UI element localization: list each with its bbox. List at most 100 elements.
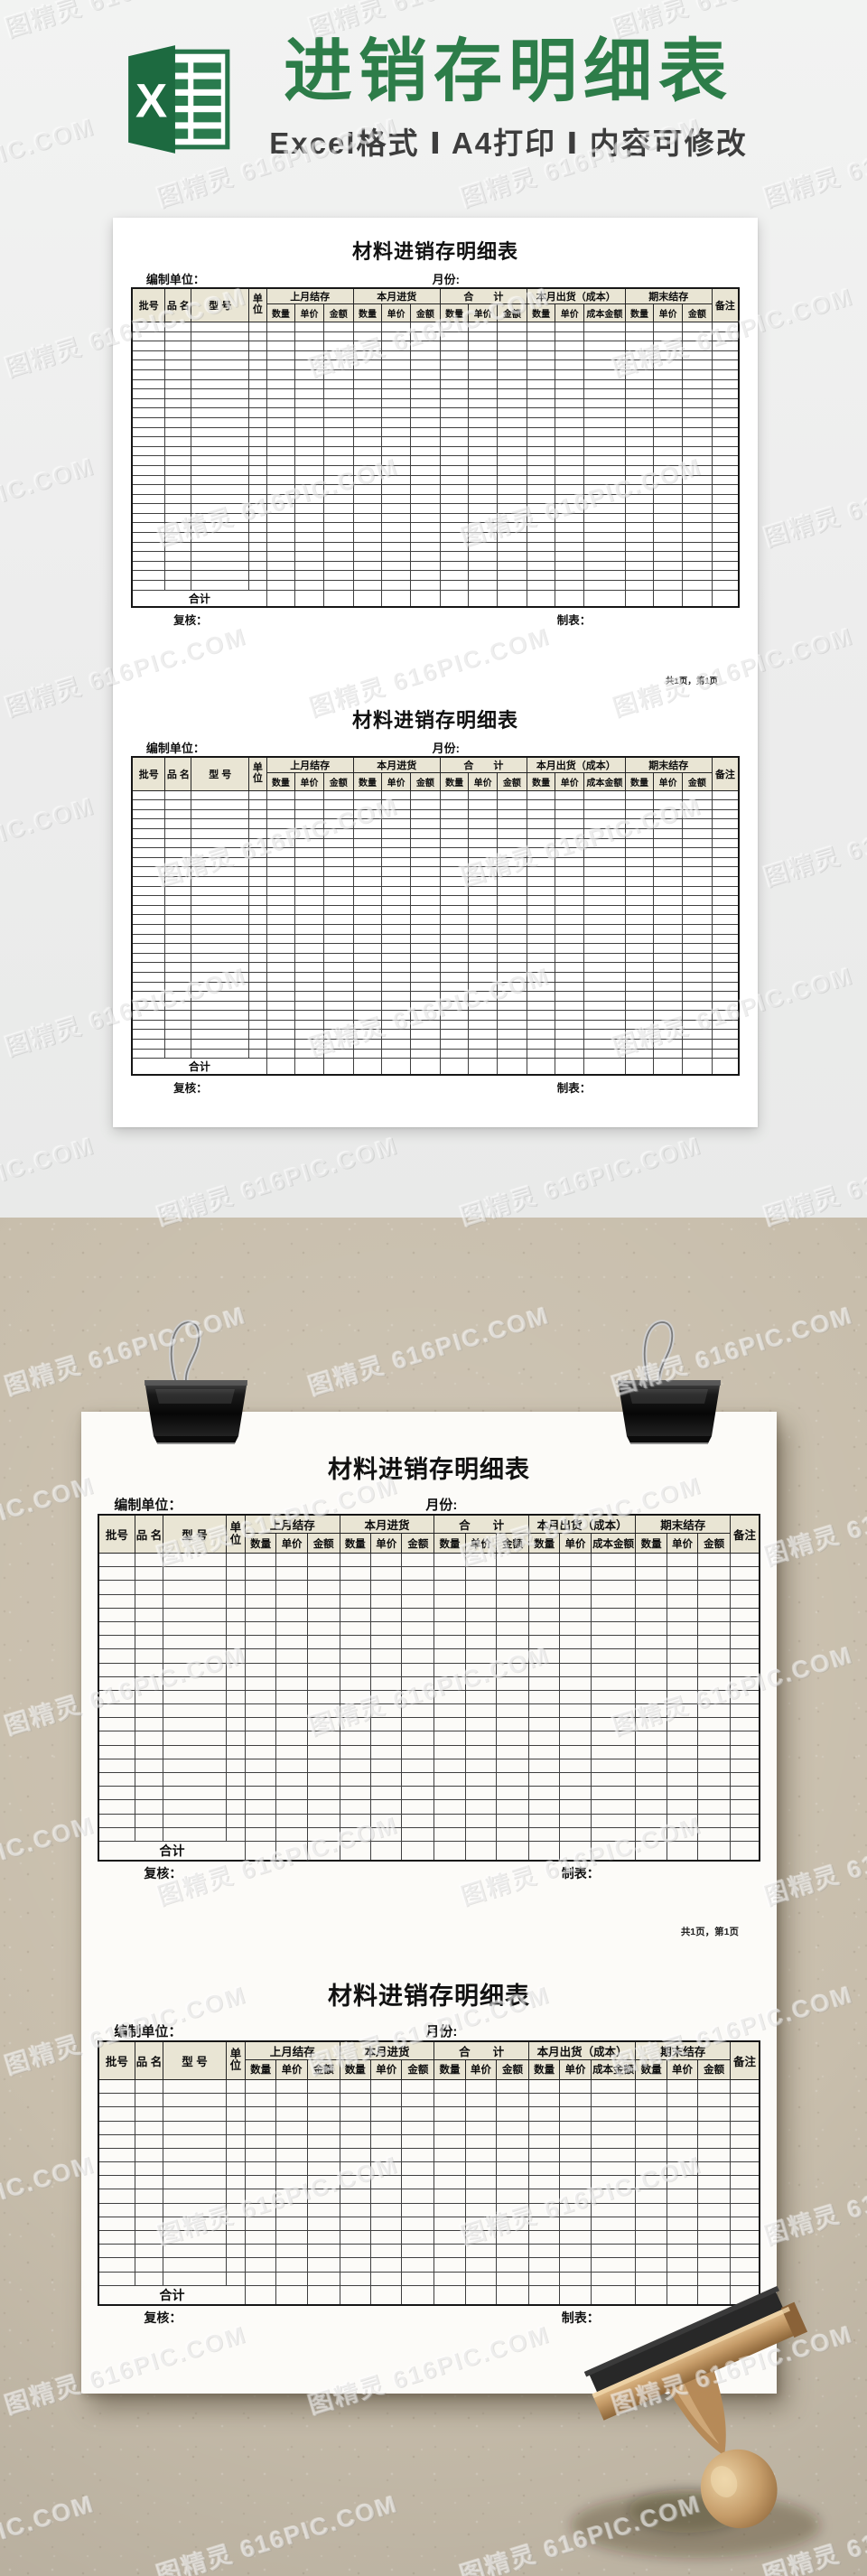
- empty-cell: [653, 885, 683, 897]
- empty-cell: [559, 2216, 592, 2232]
- table-row: [131, 570, 740, 582]
- empty-cell: [322, 474, 354, 486]
- empty-cell: [131, 464, 166, 476]
- empty-cell: [131, 981, 166, 993]
- empty-cell: [590, 1826, 637, 1842]
- empty-cell: [409, 808, 441, 820]
- month-label: 月份:: [432, 273, 460, 286]
- empty-cell: [164, 971, 192, 983]
- empty-cell: [381, 789, 411, 801]
- empty-cell: [339, 1744, 372, 1759]
- empty-cell: [294, 378, 324, 390]
- empty-cell: [266, 541, 296, 553]
- empty-cell: [191, 943, 250, 954]
- empty-cell: [370, 1744, 403, 1759]
- prepared-by-label: 编制单位：: [145, 273, 205, 286]
- empty-cell: [266, 341, 296, 351]
- empty-cell: [496, 1648, 529, 1664]
- empty-cell: [248, 1000, 267, 1012]
- empty-cell: [464, 1771, 498, 1787]
- empty-cell: [248, 1010, 267, 1021]
- empty-cell: [666, 1552, 699, 1568]
- table-row: [131, 580, 740, 591]
- empty-cell: [381, 933, 411, 945]
- empty-cell: [131, 789, 166, 801]
- empty-cell: [697, 1689, 732, 1705]
- empty-cell: [583, 388, 626, 399]
- empty-cell: [370, 1620, 403, 1637]
- empty-cell: [527, 1580, 561, 1595]
- empty-cell: [306, 1580, 340, 1595]
- empty-cell: [352, 397, 383, 409]
- empty-cell: [559, 1662, 592, 1677]
- empty-cell: [653, 407, 683, 418]
- empty-cell: [134, 1826, 164, 1842]
- empty-cell: [711, 1010, 740, 1021]
- empty-cell: [697, 2120, 732, 2135]
- empty-cell: [191, 799, 250, 810]
- empty-cell: [624, 407, 655, 418]
- empty-cell: [635, 2189, 667, 2204]
- empty-cell: [464, 1826, 498, 1842]
- empty-cell: [248, 866, 267, 877]
- empty-cell: [409, 962, 441, 973]
- empty-cell: [590, 2106, 637, 2122]
- table-row: [98, 1717, 760, 1732]
- empty-cell: [352, 1029, 383, 1041]
- subcol-amount: 金额: [681, 771, 713, 791]
- empty-cell: [635, 1566, 667, 1582]
- empty-cell: [468, 474, 498, 486]
- empty-cell: [730, 2147, 760, 2163]
- empty-cell: [401, 1799, 435, 1815]
- empty-cell: [266, 914, 296, 925]
- empty-cell: [322, 895, 354, 906]
- empty-cell: [527, 1799, 561, 1815]
- empty-cell: [730, 1826, 760, 1842]
- empty-cell: [248, 923, 267, 935]
- empty-cell: [635, 2216, 667, 2232]
- empty-cell: [635, 2202, 667, 2217]
- empty-cell: [131, 322, 166, 332]
- empty-cell: [225, 2244, 246, 2259]
- subcol-price: 单价: [370, 2058, 403, 2080]
- empty-cell: [163, 2133, 227, 2149]
- empty-cell: [266, 1019, 296, 1031]
- empty-cell: [583, 532, 626, 543]
- empty-cell: [624, 541, 655, 553]
- empty-cell: [666, 2106, 699, 2122]
- header-group-row: 批号 品 名 型 号 单位 上月结存 本月进货 合 计 本月出货（成本） 期末结…: [98, 2040, 760, 2080]
- empty-cell: [294, 331, 324, 342]
- empty-cell: [464, 1786, 498, 1801]
- empty-cell: [439, 962, 470, 973]
- empty-cell: [666, 1566, 699, 1582]
- empty-cell: [266, 923, 296, 935]
- empty-cell: [496, 1675, 529, 1691]
- empty-cell: [164, 416, 192, 428]
- empty-cell: [294, 847, 324, 858]
- empty-cell: [590, 1580, 637, 1595]
- empty-cell: [401, 2216, 435, 2232]
- empty-cell: [244, 2244, 277, 2259]
- sheet-title: 材料进销存明细表: [351, 708, 518, 732]
- empty-cell: [681, 341, 713, 351]
- empty-cell: [322, 962, 354, 973]
- empty-cell: [496, 914, 527, 925]
- empty-cell: [339, 2106, 372, 2122]
- empty-cell: [697, 2244, 732, 2259]
- empty-cell: [244, 2229, 277, 2245]
- empty-cell: [131, 493, 166, 505]
- empty-cell: [527, 1566, 561, 1582]
- empty-cell: [409, 1019, 441, 1031]
- empty-cell: [134, 1799, 164, 1815]
- subcol-amount: 金额: [401, 1533, 435, 1554]
- empty-cell: [681, 1039, 713, 1050]
- empty-cell: [352, 541, 383, 553]
- empty-cell: [339, 1771, 372, 1787]
- empty-cell: [711, 991, 740, 1002]
- empty-cell: [306, 2244, 340, 2259]
- empty-cell: [527, 1744, 561, 1759]
- empty-cell: [666, 2189, 699, 2204]
- stamp-rubber-die: [588, 2289, 785, 2394]
- empty-cell: [559, 1552, 592, 1568]
- empty-cell: [401, 1703, 435, 1719]
